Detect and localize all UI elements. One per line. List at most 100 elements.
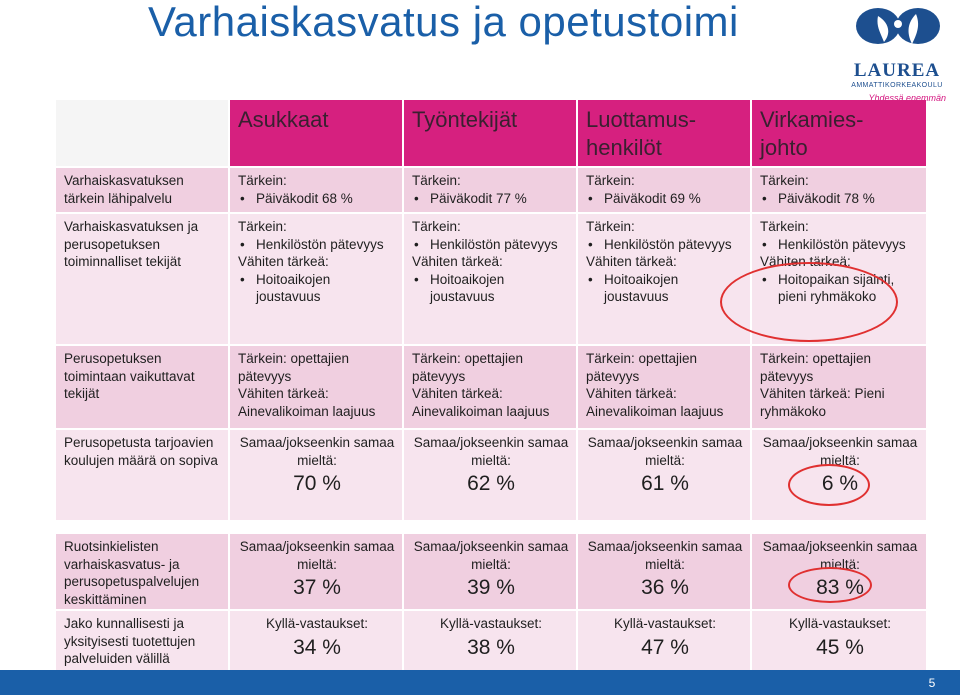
cell-line: Tärkein: opettajien pätevyys: [412, 351, 524, 384]
table-cell: Samaa/jokseenkin samaa mieltä: 36 %: [578, 534, 750, 609]
cell-line: Tärkein: opettajien pätevyys: [586, 351, 698, 384]
cell-bullet: Hoitopaikan sijainti, pieni ryhmäkoko: [760, 271, 920, 306]
cell-line: Vähiten tärkeä:: [238, 254, 329, 269]
table-corner: [56, 100, 228, 166]
cell-percentage: 39 %: [467, 576, 515, 599]
table-cell: Tärkein: Päiväkodit 69 %: [578, 168, 750, 212]
cell-line: Vähiten tärkeä: Ainevalikoiman laajuus: [238, 386, 376, 419]
cell-line: Tärkein:: [586, 219, 635, 234]
cell-line: Vähiten tärkeä:: [412, 254, 503, 269]
table-cell: Tärkein: Henkilöstön pätevyys Vähiten tä…: [578, 214, 750, 344]
cell-bullet: Hoitoaikojen joustavuus: [238, 271, 396, 306]
header-tyontekijat: Työntekijät: [404, 100, 576, 166]
page-number: 5: [928, 676, 936, 690]
header-luottamushenkilot: Luottamus- henkilöt: [578, 100, 750, 166]
cell-line: Kyllä-vastaukset:: [265, 616, 369, 631]
row-label: Jako kunnallisesti ja yksityisesti tuote…: [56, 611, 228, 677]
table-cell: Samaa/jokseenkin samaa mieltä: 39 %: [404, 534, 576, 609]
cell-percentage: 34 %: [293, 635, 341, 659]
header-virkamiesjohto: Virkamies- johto: [752, 100, 926, 166]
cell-line: Tärkein:: [238, 219, 287, 234]
table-spacer: [578, 522, 750, 532]
header-label: Asukkaat: [238, 107, 329, 132]
header-asukkaat: Asukkaat: [230, 100, 402, 166]
cell-line: Vähiten tärkeä: Ainevalikoiman laajuus: [586, 386, 724, 419]
table-cell: Tärkein: Henkilöstön pätevyys Vähiten tä…: [404, 214, 576, 344]
row-label: Perusopetusta tarjoavien koulujen määrä …: [56, 430, 228, 520]
cell-percentage: 61 %: [641, 472, 689, 495]
cell-line: Samaa/jokseenkin samaa mieltä:: [587, 539, 743, 572]
table-cell: Tärkein: opettajien pätevyys Vähiten tär…: [752, 346, 926, 428]
table-cell: Kyllä-vastaukset: 38 %: [404, 611, 576, 677]
cell-line: Kyllä-vastaukset:: [788, 616, 892, 631]
header-label: Virkamies-: [760, 107, 864, 132]
cell-line: Samaa/jokseenkin samaa mieltä:: [239, 539, 395, 572]
cell-line: Samaa/jokseenkin samaa mieltä:: [762, 435, 918, 468]
table-cell: Kyllä-vastaukset: 34 %: [230, 611, 402, 677]
cell-percentage: 70 %: [293, 472, 341, 495]
logo-name: LAUREA: [853, 60, 941, 81]
cell-line: Tärkein: opettajien pätevyys: [760, 351, 872, 384]
table-cell: Kyllä-vastaukset: 45 %: [752, 611, 926, 677]
header-label: johto: [760, 135, 808, 160]
cell-percentage: 38 %: [467, 635, 515, 659]
footer-bar: [0, 670, 960, 695]
logo-slogan: Yhdessä enemmän: [868, 93, 946, 103]
cell-line: Kyllä-vastaukset:: [439, 616, 543, 631]
cell-bullet: Päiväkodit 78 %: [760, 190, 920, 208]
cell-line: Tärkein:: [412, 173, 461, 188]
table-cell: Kyllä-vastaukset: 47 %: [578, 611, 750, 677]
cell-line: Tärkein:: [238, 173, 287, 188]
table-cell: Tärkein: Henkilöstön pätevyys Vähiten tä…: [230, 214, 402, 344]
header-label: Luottamus-: [586, 107, 697, 132]
table-cell: Samaa/jokseenkin samaa mieltä: 37 %: [230, 534, 402, 609]
table-cell: Samaa/jokseenkin samaa mieltä: 62 %: [404, 430, 576, 520]
table-cell: Tärkein: Päiväkodit 77 %: [404, 168, 576, 212]
table-spacer: [56, 522, 228, 532]
row-label: Perusopetuksen toimintaan vaikuttavat te…: [56, 346, 228, 428]
cell-percentage: 37 %: [293, 576, 341, 599]
survey-table: Asukkaat Työntekijät Luottamus- henkilöt…: [56, 100, 926, 677]
table-cell: Tärkein: Päiväkodit 68 %: [230, 168, 402, 212]
table-spacer: [404, 522, 576, 532]
laurea-logo: LAUREA AMMATTIKORKEAKOULU Yhdessä enemmä…: [848, 2, 948, 103]
cell-percentage: 45 %: [816, 635, 864, 659]
table-cell: Samaa/jokseenkin samaa mieltä: 61 %: [578, 430, 750, 520]
row-label: Varhaiskasvatuksen ja perusopetuksen toi…: [56, 214, 228, 344]
cell-line: Samaa/jokseenkin samaa mieltä:: [762, 539, 918, 572]
row-label: Varhaiskasvatuksen tärkein lähipalvelu: [56, 168, 228, 212]
cell-percentage: 47 %: [641, 635, 689, 659]
cell-line: Kyllä-vastaukset:: [613, 616, 717, 631]
cell-bullet: Hoitoaikojen joustavuus: [586, 271, 744, 306]
table-cell: Samaa/jokseenkin samaa mieltä: 6 %: [752, 430, 926, 520]
cell-line: Vähiten tärkeä:: [586, 254, 677, 269]
table-cell: Tärkein: opettajien pätevyys Vähiten tär…: [404, 346, 576, 428]
header-label: henkilöt: [586, 135, 662, 160]
cell-bullet: Päiväkodit 69 %: [586, 190, 744, 208]
cell-line: Samaa/jokseenkin samaa mieltä:: [587, 435, 743, 468]
header-label: Työntekijät: [412, 107, 518, 132]
cell-line: Vähiten tärkeä:: [760, 254, 851, 269]
cell-bullet: Henkilöstön pätevyys: [412, 236, 570, 254]
table-cell: Tärkein: Henkilöstön pätevyys Vähiten tä…: [752, 214, 926, 344]
page-title: Varhaiskasvatus ja opetustoimi: [148, 0, 739, 45]
table-spacer: [230, 522, 402, 532]
table-spacer: [752, 522, 926, 532]
cell-line: Tärkein:: [412, 219, 461, 234]
cell-line: Tärkein:: [760, 219, 809, 234]
cell-percentage: 62 %: [467, 472, 515, 495]
cell-bullet: Henkilöstön pätevyys: [586, 236, 744, 254]
cell-percentage: 36 %: [641, 576, 689, 599]
cell-bullet: Päiväkodit 68 %: [238, 190, 396, 208]
table-cell: Tärkein: opettajien pätevyys Vähiten tär…: [578, 346, 750, 428]
cell-line: Tärkein:: [586, 173, 635, 188]
table-cell: Samaa/jokseenkin samaa mieltä: 70 %: [230, 430, 402, 520]
cell-bullet: Päiväkodit 77 %: [412, 190, 570, 208]
cell-bullet: Henkilöstön pätevyys: [238, 236, 396, 254]
row-label: Ruotsinkielisten varhaiskasvatus- ja per…: [56, 534, 228, 609]
logo-subtitle: AMMATTIKORKEAKOULU: [851, 82, 943, 89]
cell-line: Samaa/jokseenkin samaa mieltä:: [239, 435, 395, 468]
cell-line: Vähiten tärkeä: Ainevalikoiman laajuus: [412, 386, 550, 419]
table-cell: Tärkein: opettajien pätevyys Vähiten tär…: [230, 346, 402, 428]
table-cell: Tärkein: Päiväkodit 78 %: [752, 168, 926, 212]
